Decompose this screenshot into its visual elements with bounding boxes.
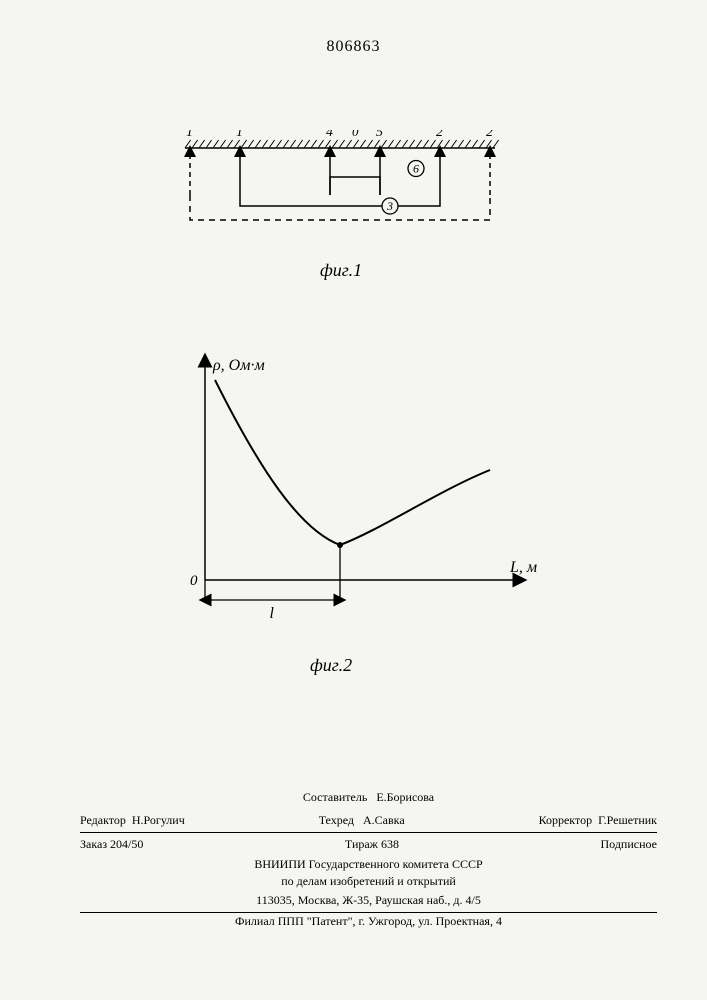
org-line-2: по делам изобретений и открытий [80, 873, 657, 890]
svg-text:4: 4 [326, 130, 333, 140]
fig2-caption: фиг.2 [310, 655, 352, 676]
svg-text:l: l [270, 605, 275, 622]
footer-block: Составитель Е.Борисова Редактор Н.Рогули… [80, 786, 657, 930]
figure-2: ρ, Ом·м L, м 0 l [160, 350, 540, 650]
subscription: Подписное [601, 836, 658, 853]
svg-text:6: 6 [413, 162, 419, 176]
corrector-name: Г.Решетник [598, 813, 657, 827]
svg-text:L, м: L, м [509, 559, 537, 576]
tirage: Тираж 638 [345, 836, 399, 853]
svg-text:2: 2 [436, 130, 443, 140]
fig2-svg: ρ, Ом·м L, м 0 l [160, 350, 540, 630]
compiler-row: Составитель Е.Борисова [80, 786, 657, 809]
org-line-1: ВНИИПИ Государственного комитета СССР [80, 856, 657, 873]
order-row: Заказ 204/50 Тираж 638 Подписное [80, 833, 657, 856]
svg-text:3: 3 [386, 199, 393, 213]
svg-text:1': 1' [186, 130, 197, 140]
patent-number: 806863 [327, 38, 381, 56]
svg-text:0: 0 [352, 130, 359, 139]
svg-text:1: 1 [236, 130, 243, 140]
compiler-name: Е.Борисова [376, 790, 434, 804]
corrector-label: Корректор [539, 813, 593, 827]
tech-label: Техред [319, 813, 354, 827]
editor-name: Н.Рогулич [132, 813, 185, 827]
editor-label: Редактор [80, 813, 126, 827]
addr2: Филиал ППП "Патент", г. Ужгород, ул. Про… [80, 913, 657, 930]
compiler-label: Составитель [303, 790, 367, 804]
svg-text:2': 2' [486, 130, 497, 140]
credits-row: Редактор Н.Рогулич Техред А.Савка Коррек… [80, 809, 657, 833]
order: Заказ 204/50 [80, 836, 143, 853]
figure-1: 1' 1 4 5 2 2' 0 6 3 [180, 130, 510, 260]
svg-text:0: 0 [190, 573, 198, 589]
svg-text:5: 5 [376, 130, 383, 140]
svg-text:ρ, Ом·м: ρ, Ом·м [212, 357, 265, 374]
page: 806863 1' 1 4 5 2 2' 0 6 3 фиг.1 ρ, Ом·м L, м 0 l ф… [0, 0, 707, 1000]
tech-name: А.Савка [363, 813, 405, 827]
addr1: 113035, Москва, Ж-35, Раушская наб., д. … [80, 889, 657, 913]
fig1-caption: фиг.1 [320, 260, 362, 281]
fig1-svg: 1' 1 4 5 2 2' 0 6 3 [180, 130, 510, 260]
